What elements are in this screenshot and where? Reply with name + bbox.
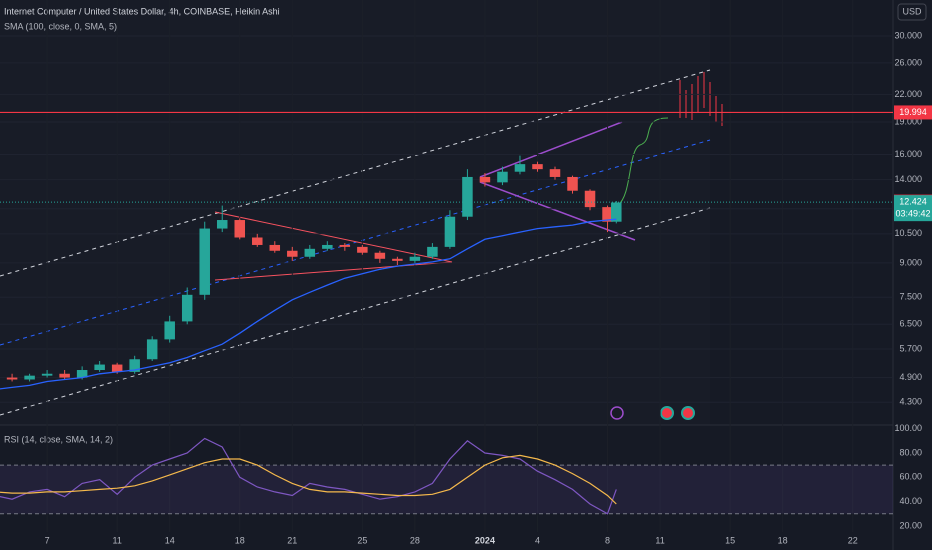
rsi-tick-label: 40.00	[899, 496, 922, 506]
candle-body	[392, 258, 403, 261]
channel-lower	[0, 207, 711, 416]
x-tick-label: 2024	[475, 535, 495, 545]
x-tick-label: 18	[778, 535, 788, 545]
projection-path	[617, 117, 669, 206]
rsi-tick-label: 80.00	[899, 447, 922, 457]
candle-body	[549, 169, 561, 177]
candle-body	[479, 176, 491, 183]
candle-body	[567, 176, 578, 191]
rsi-tick-label: 100.00	[894, 423, 922, 433]
candle-body	[41, 373, 53, 376]
candle-body	[462, 176, 473, 217]
sma-line	[0, 218, 617, 390]
candle-body	[234, 220, 246, 238]
x-tick-label: 4	[535, 535, 540, 545]
candle-body	[6, 377, 18, 380]
candle-body	[146, 339, 158, 360]
rsi-tick-label: 60.00	[899, 472, 922, 482]
candle-body	[611, 202, 622, 222]
y-tick-label: 30.000	[894, 30, 922, 40]
countdown: 03:49:42	[895, 209, 930, 219]
x-tick-label: 25	[357, 535, 367, 545]
candle-body	[94, 364, 105, 371]
channel-upper	[0, 69, 711, 277]
x-tick-label: 8	[605, 535, 610, 545]
candle-body	[216, 220, 228, 229]
y-tick-label: 19.000	[894, 116, 922, 126]
y-tick-label: 6.500	[899, 319, 922, 329]
plot-shade	[0, 0, 710, 425]
candle-body	[164, 321, 175, 340]
y-tick-label: 9.000	[899, 257, 922, 267]
event-icon[interactable]	[660, 406, 674, 420]
x-tick-label: 11	[112, 535, 121, 545]
y-tick-label: 4.300	[899, 397, 922, 407]
wedge-bottom	[479, 181, 636, 241]
candle-body	[287, 250, 298, 257]
indicator-label: SMA (100, close, 0, SMA, 5)	[4, 21, 117, 31]
candle-body	[59, 373, 70, 378]
currency: USD	[902, 6, 922, 16]
candle-body	[409, 256, 421, 261]
x-tick-label: 11	[655, 535, 664, 545]
projection-bars	[679, 72, 723, 126]
level-tag-label: 19.994	[899, 107, 927, 117]
y-tick-label: 4.900	[899, 372, 922, 382]
y-tick-label: 5.700	[899, 343, 922, 353]
candle-body	[497, 171, 508, 183]
candle-body	[199, 228, 210, 295]
last-price-tag	[894, 195, 932, 222]
candle-body	[322, 244, 333, 249]
rsi-line	[0, 437, 617, 515]
chart-title: Internet Computer / United States Dollar…	[4, 6, 280, 16]
y-tick-label: 14.000	[894, 174, 922, 184]
candle-body	[181, 294, 193, 322]
x-tick-label: 21	[287, 535, 297, 545]
candle-body	[24, 375, 35, 380]
x-tick-label: 15	[725, 535, 735, 545]
x-tick-label: 7	[45, 535, 50, 545]
event-icon[interactable]	[681, 406, 695, 420]
candle-body	[252, 237, 263, 245]
channel-mid	[0, 139, 711, 346]
triangle-bottom	[214, 261, 453, 281]
candle-body	[584, 190, 596, 208]
y-tick-label: 26.000	[894, 57, 922, 67]
x-tick-label: 28	[410, 535, 420, 545]
y-tick-label: 7.500	[899, 292, 922, 302]
candle-body	[532, 164, 543, 170]
triangle-top	[214, 211, 453, 263]
x-tick-label: 18	[235, 535, 245, 545]
currency-box[interactable]	[897, 3, 927, 21]
wedge-top	[479, 121, 623, 178]
candle-body	[339, 244, 351, 247]
candle-body	[602, 207, 613, 222]
candle-body	[514, 164, 526, 172]
rsi-label: RSI (14, close, SMA, 14, 2)	[4, 434, 113, 444]
candle-body	[129, 359, 140, 372]
candle-body	[374, 252, 386, 259]
event-icon[interactable]	[610, 406, 624, 420]
y-tick-label: 10.500	[894, 228, 922, 238]
candle-body	[444, 216, 456, 247]
candle-body	[357, 246, 368, 253]
candle-body	[427, 246, 438, 257]
level-tag	[894, 105, 932, 120]
y-tick-label: 22.000	[894, 89, 922, 99]
candle-body	[304, 248, 316, 257]
rsi-sma-line	[0, 454, 617, 505]
rsi-tick-label: 20.00	[899, 520, 922, 530]
y-tick-label: 16.000	[894, 149, 922, 159]
candle-body	[111, 364, 123, 372]
x-tick-label: 22	[848, 535, 858, 545]
last-price-label: 12.424	[899, 197, 927, 207]
rsi-band-fill	[0, 465, 893, 514]
x-tick-label: 14	[165, 535, 175, 545]
candle-body	[269, 244, 281, 251]
candle-body	[76, 370, 88, 378]
